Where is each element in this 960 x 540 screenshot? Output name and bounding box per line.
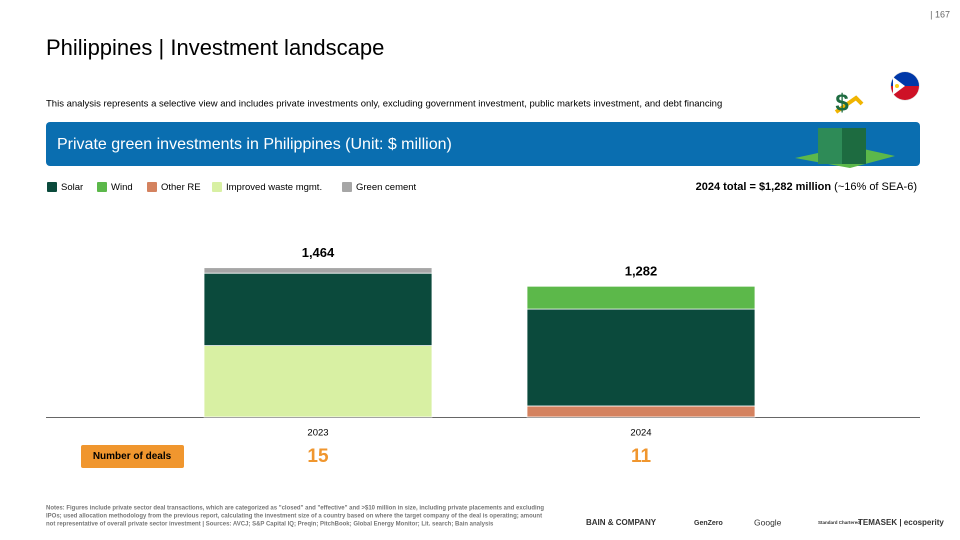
banner	[46, 122, 920, 166]
legend-label: Solar	[61, 182, 83, 193]
bar-segment	[203, 345, 433, 418]
bar-segment	[203, 272, 433, 346]
logo: TEMASEK | ecosperity	[858, 518, 944, 527]
banner-title: Private green investments in Philippines…	[57, 136, 452, 153]
note-line: IPOs; used allocation methodology from t…	[46, 514, 542, 520]
x-tick-label: 2024	[630, 428, 651, 439]
legend-swatch	[147, 182, 157, 192]
notes: Notes: Figures include private sector de…	[46, 506, 544, 528]
legend-swatch	[212, 182, 222, 192]
legend-label: Improved waste mgmt.	[226, 182, 322, 193]
legend-label: Other RE	[161, 182, 201, 193]
logos: BAIN & COMPANY GenZero Google Standard Char…	[586, 517, 944, 527]
logo: GenZero	[694, 520, 723, 527]
bar-segment	[526, 405, 756, 418]
logo: Standard Chartered	[818, 520, 860, 525]
legend-label: Green cement	[356, 182, 417, 193]
deal-count: 15	[307, 446, 329, 467]
legend-swatch	[47, 182, 57, 192]
icon: $	[795, 89, 895, 168]
note-line: Notes: Figures include private sector de…	[46, 506, 544, 512]
summary: 2024 total = $1,282 million (~16% of SEA…	[696, 181, 917, 193]
bar-segment	[203, 267, 433, 274]
legend-swatch	[342, 182, 352, 192]
summary-normal: (~16% of SEA-6)	[834, 181, 917, 193]
note-line: not representative of overall private se…	[46, 522, 494, 528]
page-number: | 167	[930, 9, 950, 19]
chart-title: Private green investments in Philippines	[57, 136, 341, 153]
summary-bold: 2024 total = $1,282 million	[696, 181, 832, 193]
total-label: 1,282	[625, 264, 658, 279]
svg-text:$: $	[835, 89, 849, 116]
subtitle: This analysis represents a selective vie…	[46, 99, 722, 110]
logo: BAIN & COMPANY	[586, 518, 657, 527]
unit: (Unit: $ million)	[345, 136, 452, 153]
legend-label: Wind	[111, 182, 133, 193]
legend-swatch	[97, 182, 107, 192]
logo: Google	[754, 517, 782, 527]
bar-segment	[526, 285, 756, 310]
flag	[890, 71, 920, 101]
deals-box	[81, 445, 184, 468]
deals-label: Number of deals	[93, 451, 172, 462]
x-tick-label: 2023	[307, 428, 328, 439]
slide-title: Philippines | Investment landscape	[46, 35, 384, 60]
bar-segment	[526, 308, 756, 407]
deal-count: 11	[631, 446, 652, 467]
total-label: 1,464	[302, 245, 335, 260]
